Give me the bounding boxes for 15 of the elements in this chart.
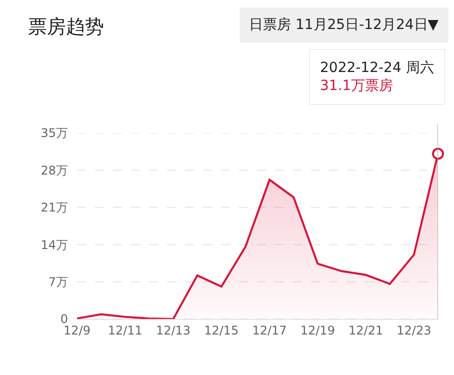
x-tick-label: 12/13 <box>156 323 191 338</box>
y-tick-label: 14万 <box>40 238 68 252</box>
x-tick-label: 12/21 <box>348 323 384 338</box>
x-tick-label: 12/15 <box>204 323 239 338</box>
y-tick-label: 21万 <box>40 200 68 215</box>
y-tick-label: 28万 <box>40 163 68 178</box>
text: 日票房 11月25日-12月24日▼ <box>249 17 439 33</box>
text: 2022-12-24 周六 31.1万票房 <box>320 60 434 94</box>
x-tick-label: 12/17 <box>252 323 287 338</box>
x-tick-label: 12/11 <box>108 323 142 338</box>
chart-title: 票房趋势 <box>28 16 104 38</box>
x-tick-label: 12/23 <box>396 323 432 338</box>
y-tick-label: 35万 <box>40 126 68 140</box>
y-tick-label: 7万 <box>48 275 68 289</box>
x-tick-label: 12/19 <box>300 323 335 338</box>
